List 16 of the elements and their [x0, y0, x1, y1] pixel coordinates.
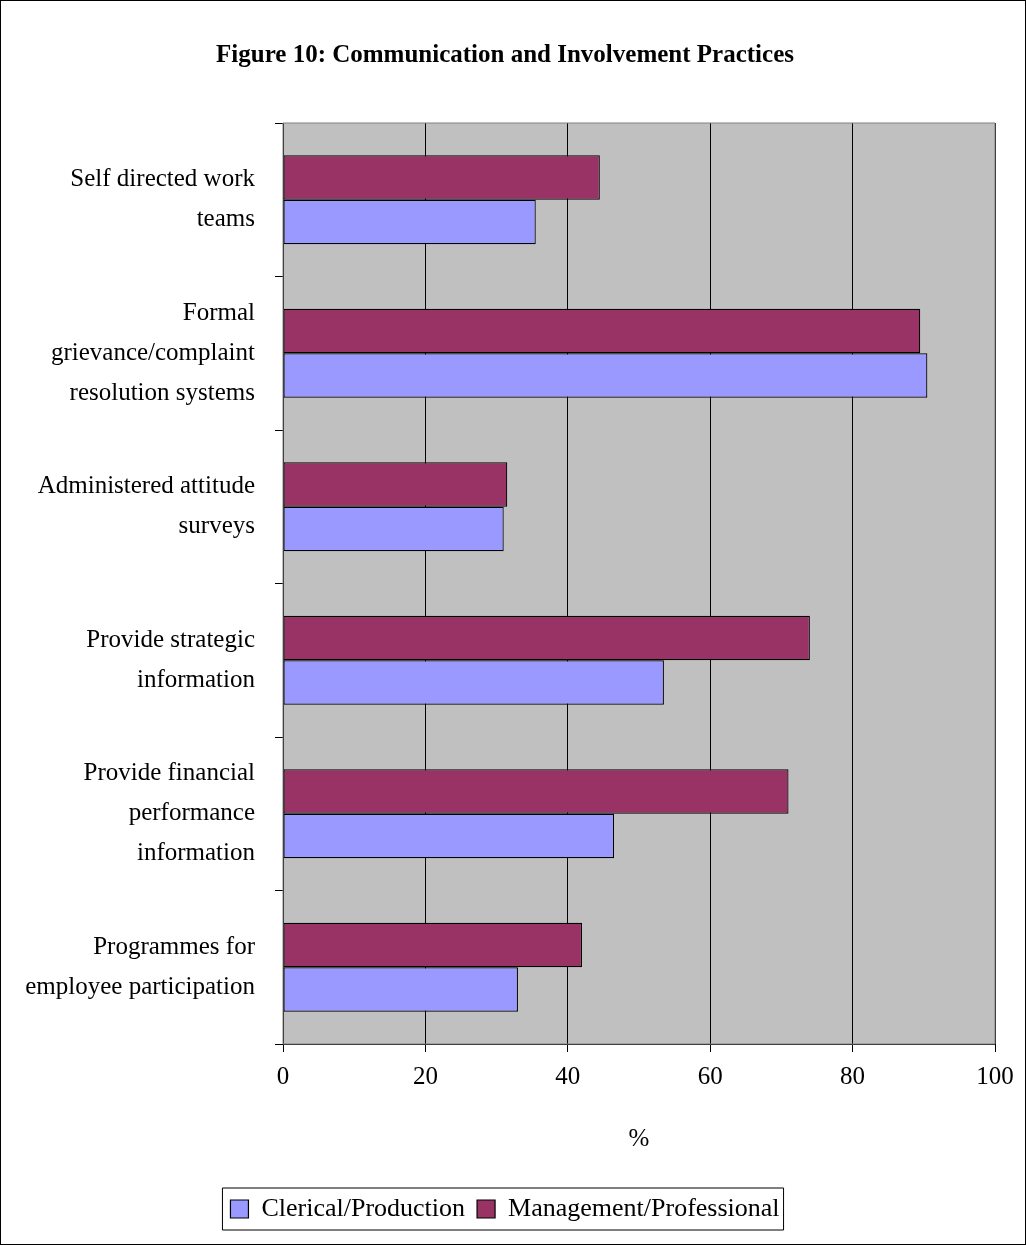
- x-tick-label: 0: [276, 1061, 290, 1089]
- y-tick-label: Formal grievance/complaint resolution systems: [50, 297, 256, 405]
- x-tick-label: 80: [840, 1061, 866, 1089]
- x-tick-label: 60: [697, 1061, 723, 1089]
- legend-label: Management/Professional: [508, 1192, 780, 1222]
- x-tick-label: 20: [412, 1061, 438, 1089]
- y-tick-label: Administered attitude surveys: [37, 471, 255, 539]
- x-axis-title: %: [628, 1123, 650, 1151]
- legend-label: Clerical/Production: [261, 1192, 466, 1222]
- y-tick-label: Provide financial performance information: [83, 758, 256, 866]
- y-tick-label: Programmes for employee participation: [25, 931, 256, 999]
- x-tick-label: 40: [555, 1061, 581, 1089]
- y-tick-label: Self directed work teams: [70, 164, 256, 232]
- chart-title: Figure 10: Communication and Involvement Practices: [216, 40, 795, 68]
- x-tick-label: 100: [976, 1061, 1014, 1089]
- y-tick-label: Provide strategic information: [86, 624, 256, 692]
